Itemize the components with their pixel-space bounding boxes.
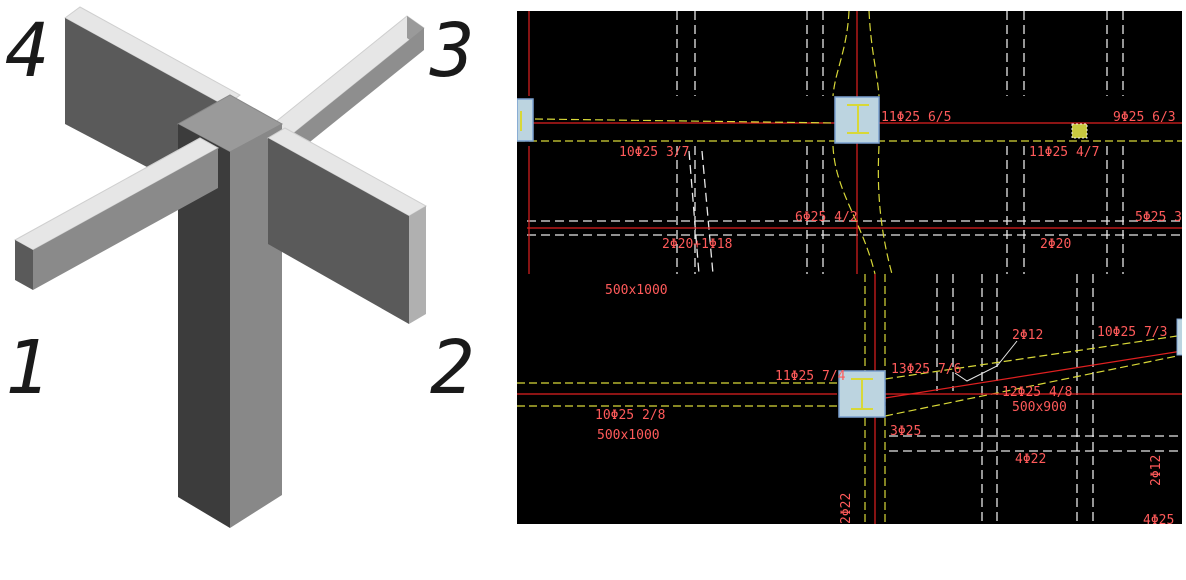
label-10phi25-2-8: 10Φ25 2/8	[595, 408, 665, 423]
direction-label-1: 1	[5, 325, 50, 411]
cad-drawing-svg: 11Φ25 6/5 9Φ25 6/3 10Φ25 3/7 11Φ25 4/7 6…	[517, 11, 1182, 524]
label-12phi25-4-8: 12Φ25 4/8	[1002, 385, 1072, 400]
label-3phi25: 3Φ25	[890, 424, 921, 439]
label-2phi20: 2Φ20	[1040, 237, 1071, 252]
beam-1	[13, 137, 220, 290]
upper-column-left-edge	[517, 98, 534, 142]
label-9phi25-6-3: 9Φ25 6/3	[1113, 110, 1176, 125]
stirrup-leader	[954, 340, 1018, 382]
label-500x1000-upper: 500x1000	[605, 283, 668, 298]
isometric-joint-view: 4 3 1 2	[0, 0, 500, 580]
label-4phi25: 4Φ25	[1143, 513, 1174, 524]
lower-column-right-edge	[1176, 318, 1182, 356]
beam-2	[266, 127, 428, 324]
lower-column-center	[838, 370, 886, 418]
label-6phi25-4-2: 6Φ25 4/2	[795, 210, 858, 225]
label-5phi25-3: 5Φ25 3/	[1135, 210, 1182, 225]
label-500x900: 500x900	[1012, 400, 1067, 415]
label-10phi25-7-3: 10Φ25 7/3	[1097, 325, 1167, 340]
upper-yellow-beams	[517, 11, 1182, 275]
label-10phi25-3-7: 10Φ25 3/7	[619, 145, 689, 160]
label-2phi22-vertical: 2Φ22	[839, 493, 854, 524]
label-2phi12: 2Φ12	[1012, 328, 1043, 343]
label-11phi25-6-5: 11Φ25 6/5	[881, 110, 951, 125]
label-2phi20-1phi18: 2Φ20+1Φ18	[662, 237, 732, 252]
upper-column-center	[834, 96, 880, 144]
label-13phi25-7-6: 13Φ25 7/6	[891, 362, 961, 377]
lower-dashed-grid	[889, 274, 1182, 524]
upper-dashed-grid	[527, 11, 1182, 275]
cad-drawing-panel: 11Φ25 6/5 9Φ25 6/3 10Φ25 3/7 11Φ25 4/7 6…	[517, 11, 1182, 524]
label-4phi22: 4Φ22	[1015, 452, 1046, 467]
label-11phi25-4-7: 11Φ25 4/7	[1029, 145, 1099, 160]
label-500x1000-lower: 500x1000	[597, 428, 660, 443]
direction-label-3: 3	[429, 8, 475, 94]
label-11phi25-7-4: 11Φ25 7/4	[775, 369, 846, 384]
isometric-joint-svg: 4 3 1 2	[5, 6, 475, 528]
hatched-marker	[1071, 123, 1088, 139]
direction-label-2: 2	[430, 325, 475, 411]
beam-3	[267, 15, 425, 162]
label-2phi12-vertical: 2Φ12	[1149, 455, 1164, 486]
direction-label-4: 4	[5, 8, 50, 94]
